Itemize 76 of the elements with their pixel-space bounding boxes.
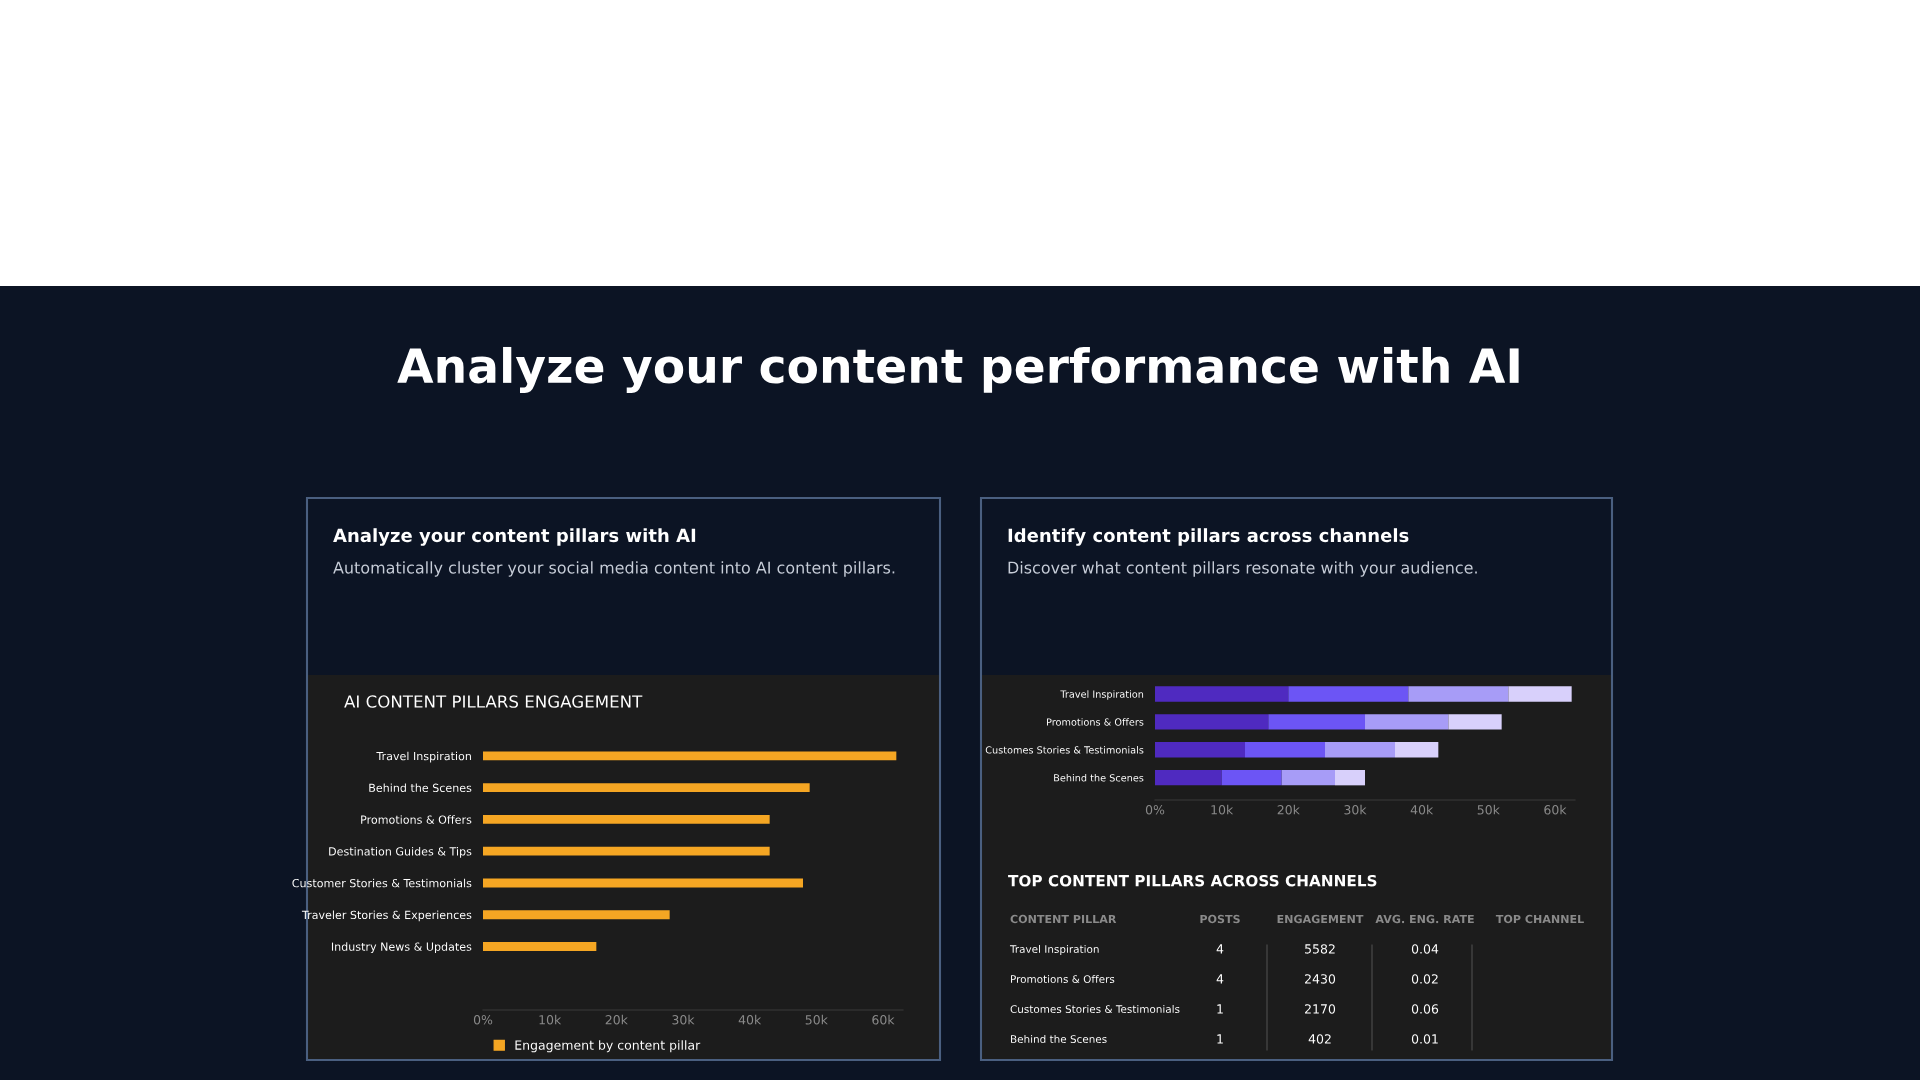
bar xyxy=(1325,742,1395,758)
bar xyxy=(483,910,670,920)
x-tick-label: 10k xyxy=(539,1014,562,1025)
bar xyxy=(483,751,897,761)
bar xyxy=(1508,686,1572,702)
x-tick-label: 30k xyxy=(1344,804,1367,815)
text: 0.01 xyxy=(1411,1034,1438,1044)
y-tick-label: Behind the Scenes xyxy=(1054,773,1144,782)
bar xyxy=(1245,742,1325,758)
y-tick-label: Behind the Scenes xyxy=(369,783,472,793)
bar xyxy=(1288,686,1409,702)
bar xyxy=(1448,714,1502,730)
text: 2430 xyxy=(1305,974,1336,984)
bar xyxy=(483,846,770,856)
x-tick-label: 0% xyxy=(473,1015,493,1025)
x-tick-label: 0% xyxy=(1145,805,1165,815)
x-tick-label: 20k xyxy=(605,1014,628,1025)
text: 4 xyxy=(1216,944,1224,954)
text: Travel Inspiration xyxy=(1009,944,1099,956)
text: Promotions & Offers xyxy=(1011,974,1115,984)
text: 2170 xyxy=(1305,1004,1336,1014)
bar xyxy=(1395,742,1439,758)
x-tick-label: 40k xyxy=(738,1014,762,1025)
text: 1 xyxy=(1217,1034,1223,1044)
legend-label: Engagement by content pillar xyxy=(515,1040,701,1053)
bar xyxy=(1365,714,1449,730)
x-tick-label: 40k xyxy=(1410,804,1434,815)
category-label: AVG. ENG. RATE xyxy=(1375,914,1474,924)
y-tick-label: Destination Guides & Tips xyxy=(329,846,472,858)
x-tick-label: 50k xyxy=(1477,804,1500,815)
chart-subtitle: Discover what content pillars resonate with your audience. xyxy=(1008,561,1477,577)
bar xyxy=(1155,770,1222,786)
bar xyxy=(1335,770,1365,786)
bar xyxy=(483,783,810,793)
bar xyxy=(1155,742,1245,758)
x-tick-label: 50k xyxy=(805,1014,828,1025)
chart-subtitle: Automatically cluster your social media content into AI content pillars. xyxy=(333,561,895,577)
bar xyxy=(483,878,803,888)
x-tick-label: 20k xyxy=(1277,804,1300,815)
chart-title: Identify content pillars across channels xyxy=(1008,528,1409,546)
text: 5582 xyxy=(1305,944,1335,954)
y-tick-label: Promotions & Offers xyxy=(1047,718,1144,726)
bar xyxy=(483,814,770,824)
category-label: CONTENT PILLAR xyxy=(1010,914,1117,924)
text: 0.04 xyxy=(1411,944,1439,954)
text: 0.02 xyxy=(1411,974,1438,984)
text: 1 xyxy=(1217,1004,1223,1014)
bar xyxy=(483,942,597,951)
x-tick-label: 30k xyxy=(672,1014,695,1025)
bar xyxy=(1268,714,1365,730)
y-tick-label: Customes Stories & Testimonials xyxy=(985,746,1144,754)
y-tick-label: Customer Stories & Testimonials xyxy=(292,878,472,888)
category-label: POSTS xyxy=(1200,914,1240,924)
bar xyxy=(1408,686,1509,702)
bar xyxy=(1221,770,1282,786)
text: 0.06 xyxy=(1411,1004,1439,1014)
x-tick-label: 60k xyxy=(1544,804,1567,815)
text: 402 xyxy=(1308,1034,1331,1044)
x-tick-label: 60k xyxy=(872,1014,895,1025)
category-label: ENGAGEMENT xyxy=(1277,914,1364,924)
x-tick-label: 10k xyxy=(1211,804,1234,815)
bar xyxy=(1155,714,1269,730)
text: Analyze your content performance with AI xyxy=(397,346,1519,394)
category-label: TOP CHANNEL xyxy=(1495,914,1584,924)
text: Behind the Scenes xyxy=(1011,1034,1107,1044)
y-tick-label: Promotions & Offers xyxy=(361,815,472,824)
text: AI CONTENT PILLARS ENGAGEMENT xyxy=(344,695,643,708)
y-tick-label: Traveler Stories & Experiences xyxy=(301,910,472,922)
bar xyxy=(1155,686,1289,702)
text: 4 xyxy=(1216,974,1224,984)
bar xyxy=(1281,770,1335,786)
text: TOP CONTENT PILLARS ACROSS CHANNELS xyxy=(1008,874,1377,887)
chart-title: Analyze your content pillars with AI xyxy=(333,528,696,546)
y-tick-label: Travel Inspiration xyxy=(1060,690,1144,700)
y-tick-label: Industry News & Updates xyxy=(331,942,472,953)
y-tick-label: Travel Inspiration xyxy=(376,751,471,763)
